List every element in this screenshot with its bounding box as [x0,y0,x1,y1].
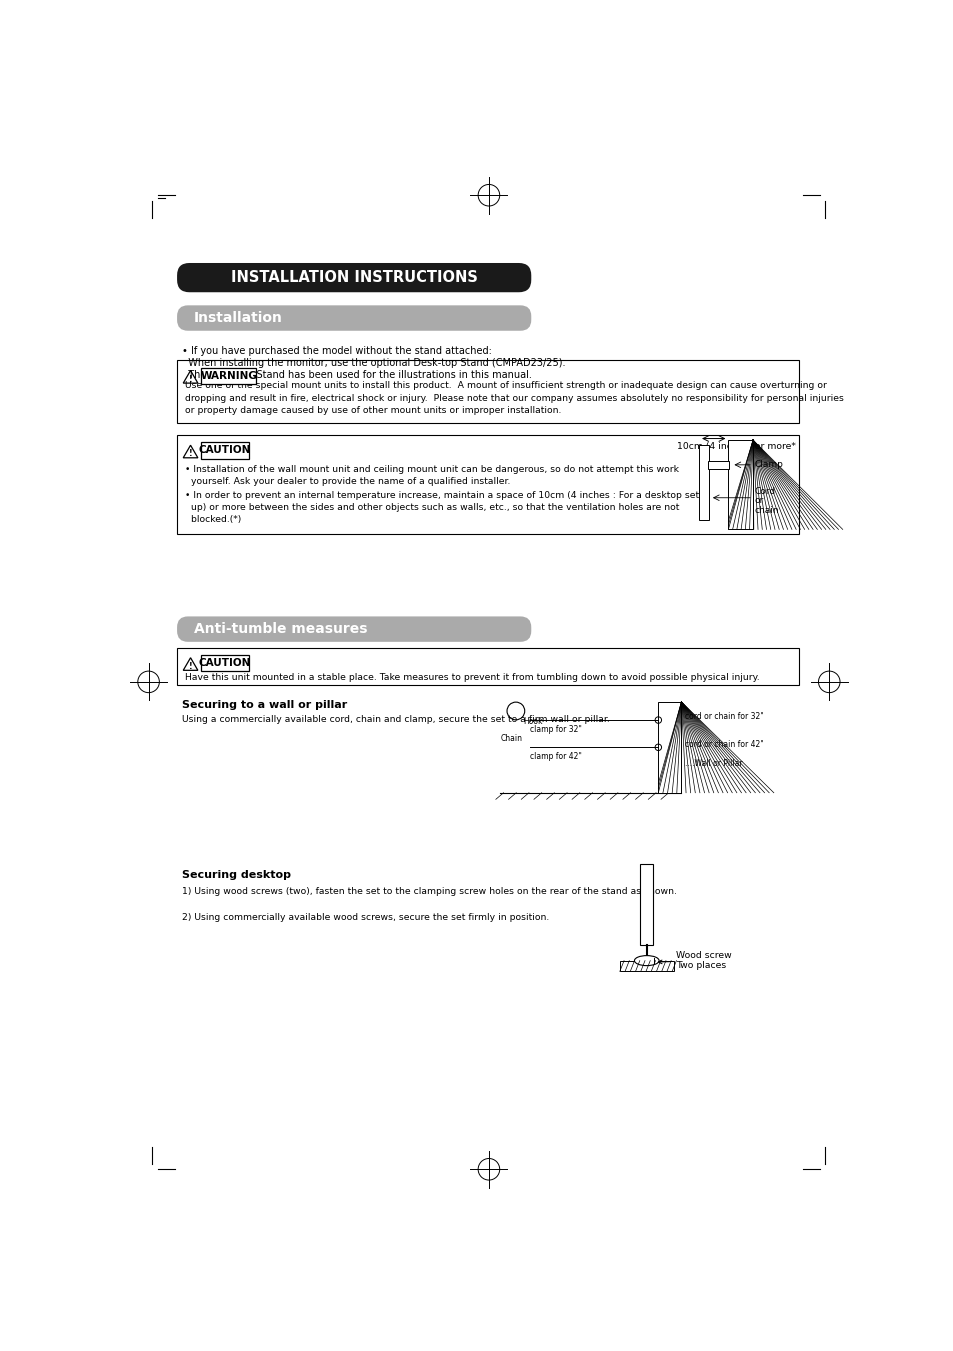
Text: 1) Using wood screws (two), fasten the set to the clamping screw holes on the re: 1) Using wood screws (two), fasten the s… [181,886,676,896]
Bar [201,442,249,458]
Text: !: ! [189,662,193,670]
Bar [619,961,673,971]
Text: !: ! [189,374,193,384]
Text: Securing to a wall or pillar: Securing to a wall or pillar [181,700,347,711]
Text: INSTALLATION INSTRUCTIONS: INSTALLATION INSTRUCTIONS [231,270,477,285]
Bar [708,461,728,469]
Text: Have this unit mounted in a stable place. Take measures to prevent it from tumbl: Have this unit mounted in a stable place… [185,673,759,682]
Text: Using a commercially available cord, chain and clamp, secure the set to a firm w: Using a commercially available cord, cha… [181,716,609,724]
Text: CAUTION: CAUTION [198,446,251,455]
Text: yourself. Ask your dealer to provide the name of a qualified installer.: yourself. Ask your dealer to provide the… [185,477,510,485]
Text: WARNING: WARNING [200,370,256,381]
Text: • Installation of the wall mount unit and ceiling mount unit can be dangerous, s: • Installation of the wall mount unit an… [185,465,679,474]
Text: Installation: Installation [193,311,283,326]
Text: ....Wall or Pillar: ....Wall or Pillar [684,759,742,769]
Text: CAUTION: CAUTION [198,658,251,667]
FancyBboxPatch shape [177,616,531,642]
Text: • In order to prevent an internal temperature increase, maintain a space of 10cm: • In order to prevent an internal temper… [185,490,701,500]
Bar [177,359,799,423]
Bar [177,435,799,534]
Text: Hook: Hook [523,717,542,727]
Text: clamp for 42": clamp for 42" [529,753,581,761]
Bar [177,648,799,685]
Text: 2) Using commercially available wood screws, secure the set firmly in position.: 2) Using commercially available wood scr… [181,913,548,921]
FancyBboxPatch shape [177,305,531,331]
Text: up) or more between the sides and other objects such as walls, etc., so that the: up) or more between the sides and other … [185,503,679,512]
Text: blocked.(*): blocked.(*) [185,515,241,524]
Bar [201,367,256,384]
Text: Cord
or
chain: Cord or chain [754,486,779,515]
Text: The Desk-top Stand has been used for the illustrations in this manual.: The Desk-top Stand has been used for the… [181,370,531,380]
Text: cord or chain for 42": cord or chain for 42" [684,740,763,748]
FancyBboxPatch shape [177,263,531,292]
Ellipse shape [634,955,659,966]
Text: !: ! [189,449,193,458]
Text: 10cm (4 inches) or more*: 10cm (4 inches) or more* [676,442,795,451]
Text: • If you have purchased the model without the stand attached:: • If you have purchased the model withou… [181,346,491,357]
Text: Securing desktop: Securing desktop [181,870,291,880]
Bar [201,655,249,671]
Bar [699,444,708,520]
Text: When installing the monitor, use the optional Desk-top Stand (CMPAD23/25).: When installing the monitor, use the opt… [181,358,564,367]
Text: Use one of the special mount units to install this product.  A mount of insuffic: Use one of the special mount units to in… [185,381,842,416]
Text: Clamp: Clamp [754,461,782,469]
Bar [728,440,752,530]
Text: clamp for 32": clamp for 32" [529,724,581,734]
Text: Chain: Chain [500,734,522,743]
Bar [658,703,680,793]
Text: cord or chain for 32": cord or chain for 32" [684,712,763,721]
Text: Anti-tumble measures: Anti-tumble measures [193,621,367,636]
Bar [639,865,653,946]
Text: Wood screw
Two places: Wood screw Two places [658,951,731,970]
